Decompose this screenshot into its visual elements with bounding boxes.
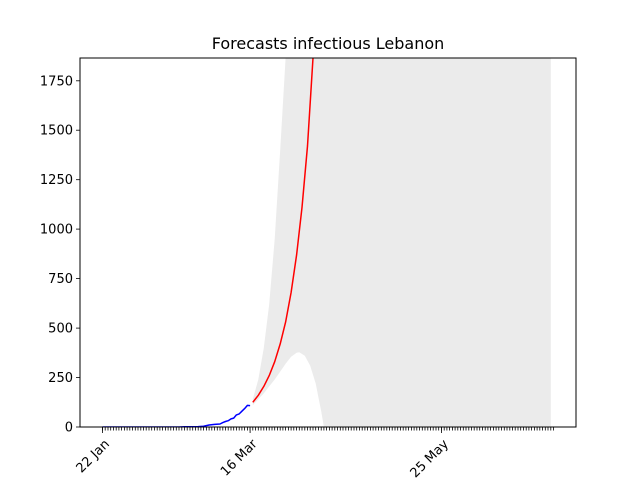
y-tick-label: 1500 — [40, 124, 73, 139]
y-tick-label: 750 — [48, 272, 73, 287]
y-tick-label: 0 — [65, 421, 73, 436]
y-tick-label: 1750 — [40, 74, 73, 89]
series-line-observed — [102, 404, 251, 427]
plot-area — [102, 58, 551, 427]
forecast-band — [252, 58, 551, 427]
y-tick-label: 250 — [48, 371, 73, 386]
y-tick-label: 1000 — [40, 223, 73, 238]
series-line-forecast — [252, 58, 314, 403]
y-axis: 0 250 500 750 1000 1250 1500 1750 — [40, 74, 80, 436]
chart-title: Forecasts infectious Lebanon — [212, 34, 445, 53]
y-tick-label: 500 — [48, 322, 73, 337]
y-tick-label: 1250 — [40, 173, 73, 188]
plot-frame — [79, 57, 577, 428]
plot-content — [102, 58, 551, 427]
